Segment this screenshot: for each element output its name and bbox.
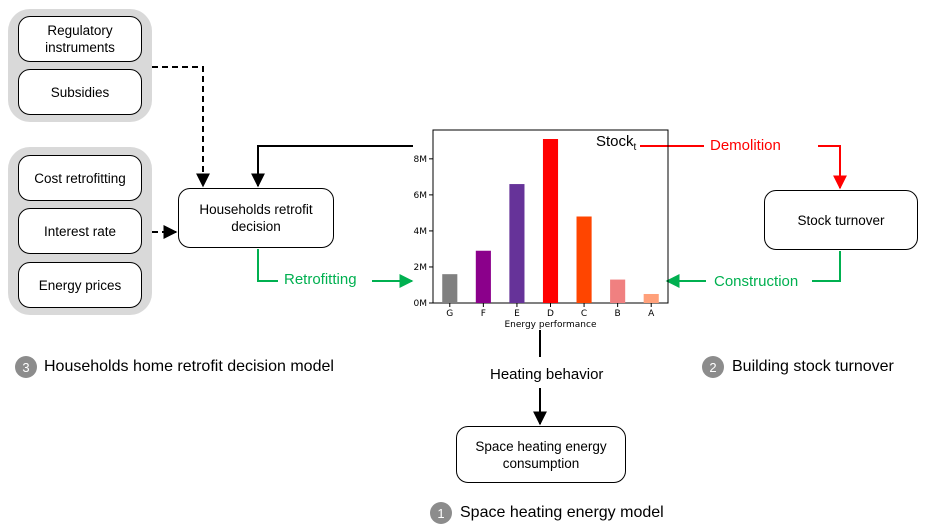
- y-tick-label: 2M: [414, 263, 428, 273]
- interest-rate-box: Interest rate: [18, 208, 142, 254]
- x-axis-label: Energy performance: [504, 320, 596, 330]
- x-tick-label: E: [514, 309, 520, 319]
- y-tick-label: 6M: [414, 191, 428, 201]
- bar-A: [643, 293, 659, 303]
- space-heating-consumption-box: Space heating energy consumption: [456, 426, 626, 483]
- retrofitting-label: Retrofitting: [284, 271, 357, 288]
- x-tick-label: A: [648, 309, 655, 319]
- bar-E: [509, 184, 525, 303]
- model-number-badge: 3: [15, 356, 37, 378]
- x-tick-label: B: [615, 309, 621, 319]
- construction-label: Construction: [714, 273, 799, 290]
- construction-line: [812, 251, 841, 282]
- cost-retrofitting-box: Cost retrofitting: [18, 155, 142, 201]
- bar-G: [442, 274, 458, 303]
- demolition-label: Demolition: [710, 137, 781, 154]
- regulatory-instruments-box: Regulatory instruments: [18, 16, 142, 62]
- stock-label: Stockt: [596, 133, 637, 153]
- stock-turnover-box: Stock turnover: [764, 190, 918, 250]
- model-caption: Space heating energy model: [460, 504, 664, 521]
- model-number-badge: 2: [702, 356, 724, 378]
- x-tick-label: D: [547, 309, 554, 319]
- subsidies-box: Subsidies: [18, 69, 142, 115]
- x-tick-label: G: [446, 309, 453, 319]
- bar-F: [475, 250, 491, 303]
- x-tick-label: C: [581, 309, 587, 319]
- y-tick-label: 4M: [414, 227, 428, 237]
- heating-behavior-label: Heating behavior: [490, 366, 604, 383]
- energy-performance-chart: 0M 2M 4M 6M 8M G F E D C B A Energy performance: [414, 129, 669, 330]
- y-tick-label: 0M: [414, 299, 428, 309]
- retrofitting-line: [257, 249, 278, 282]
- y-tick-label: 8M: [414, 155, 428, 165]
- policy-dashed-arrow: [152, 66, 210, 188]
- bar-C: [576, 216, 592, 303]
- model-caption: Building stock turnover: [732, 358, 894, 375]
- x-tick-label: F: [481, 309, 486, 319]
- households-retrofit-decision-box: Households retrofit decision: [178, 188, 334, 248]
- model-caption: Households home retrofit decision model: [44, 358, 334, 375]
- energy-prices-box: Energy prices: [18, 262, 142, 308]
- bar-B: [610, 279, 626, 303]
- stock-to-decision-arrow: [251, 145, 413, 188]
- bar-D: [542, 139, 559, 303]
- demolition-arrow: [818, 145, 847, 190]
- model-number-badge: 1: [430, 502, 452, 524]
